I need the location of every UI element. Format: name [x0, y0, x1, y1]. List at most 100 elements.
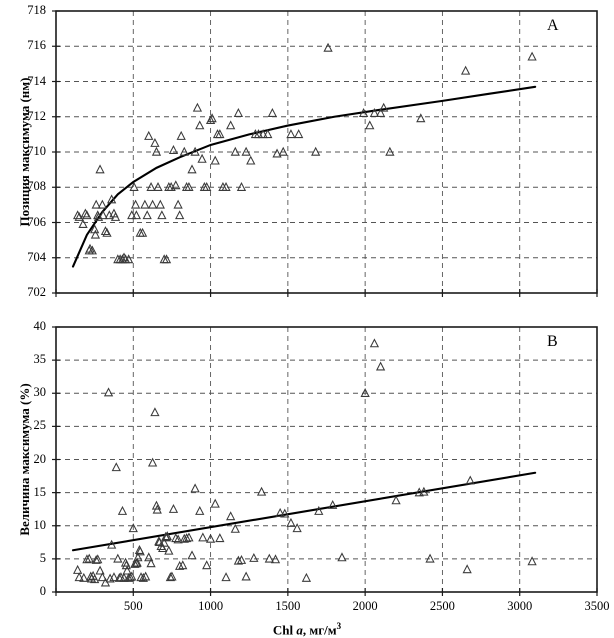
data-point-marker	[358, 107, 369, 117]
data-point-marker	[97, 199, 108, 209]
data-point-marker	[187, 550, 197, 560]
data-point-marker	[181, 533, 192, 543]
data-point-marker	[119, 252, 129, 262]
ytick-label: 718	[27, 3, 46, 17]
data-point-marker	[202, 560, 212, 570]
data-point-marker	[369, 107, 380, 117]
data-point-marker	[323, 42, 333, 52]
ytick-label: 5	[39, 550, 46, 565]
data-point-marker	[301, 572, 312, 582]
data-point-marker	[236, 182, 247, 191]
data-point-marker	[109, 572, 119, 582]
data-point-marker	[90, 574, 100, 584]
ytick-label: 702	[27, 285, 46, 299]
data-point-marker	[460, 65, 471, 75]
data-point-marker	[73, 210, 83, 220]
data-point-marker	[168, 144, 179, 154]
data-point-marker	[137, 227, 148, 237]
data-point-marker	[221, 182, 231, 191]
data-point-marker	[272, 148, 282, 158]
data-point-marker	[391, 495, 401, 505]
data-point-marker	[150, 137, 160, 147]
data-point-marker	[419, 486, 429, 496]
data-point-marker	[221, 572, 231, 582]
data-point-marker	[142, 210, 152, 220]
data-point-marker	[82, 554, 92, 564]
data-point-marker	[210, 155, 220, 165]
data-point-marker	[131, 210, 142, 220]
data-point-marker	[369, 338, 380, 348]
data-point-marker	[150, 407, 160, 417]
data-point-marker	[165, 572, 176, 582]
data-point-marker	[124, 254, 134, 264]
data-point-marker	[249, 552, 259, 562]
ytick-label: 35	[33, 352, 47, 367]
data-point-marker	[207, 113, 217, 123]
data-point-marker	[192, 102, 203, 112]
data-point-marker	[152, 504, 162, 514]
data-point-marker	[187, 164, 197, 174]
data-point-marker	[462, 564, 472, 574]
xtick-label: 1500	[275, 599, 301, 613]
ytick-label: 10	[33, 517, 47, 532]
x-axis-title-italic: a	[296, 622, 303, 638]
data-point-marker	[127, 571, 137, 581]
data-point-marker	[161, 254, 172, 264]
data-point-marker	[233, 107, 244, 117]
data-point-marker	[241, 146, 251, 156]
ytick-label: 704	[27, 249, 46, 264]
data-point-marker	[195, 505, 205, 515]
data-point-marker	[110, 211, 121, 221]
data-point-marker	[527, 556, 537, 566]
data-point-marker	[111, 462, 121, 472]
xtick-label: 3500	[584, 599, 610, 613]
data-point-marker	[527, 51, 537, 61]
xtick-label: 500	[123, 599, 143, 613]
data-point-marker	[190, 146, 200, 156]
x-axis-title-exponent: 3	[336, 621, 342, 631]
data-point-marker	[129, 182, 139, 191]
data-point-marker	[144, 552, 154, 562]
panel-a	[52, 10, 598, 297]
data-point-marker	[87, 245, 97, 255]
data-point-marker	[311, 146, 321, 156]
data-point-marker	[385, 146, 395, 156]
data-point-marker	[314, 505, 324, 515]
data-point-marker	[130, 199, 141, 209]
data-point-marker	[79, 572, 89, 582]
data-point-marker	[147, 457, 158, 467]
data-point-marker	[84, 553, 94, 563]
data-point-marker	[102, 227, 112, 237]
data-point-marker	[140, 199, 150, 209]
data-point-marker	[127, 210, 137, 220]
data-point-marker	[258, 129, 268, 139]
data-point-marker	[162, 531, 172, 541]
data-point-marker	[120, 557, 131, 567]
y-axis-title-b: Величина максимума (%)	[17, 383, 32, 536]
trend-line	[71, 471, 537, 552]
data-point-marker	[263, 129, 273, 139]
data-point-marker	[179, 146, 189, 156]
data-point-marker	[91, 199, 101, 209]
ytick-label: 40	[33, 319, 47, 333]
data-point-marker	[138, 572, 148, 582]
panel-letter-a: A	[547, 17, 559, 34]
data-point-marker	[205, 115, 216, 124]
data-point-marker	[416, 113, 426, 123]
data-point-marker	[151, 146, 162, 156]
xtick-label: 1000	[198, 599, 224, 613]
data-point-marker	[78, 219, 88, 228]
data-point-marker	[168, 503, 179, 513]
data-point-marker	[117, 505, 128, 515]
data-point-marker	[100, 226, 111, 236]
data-point-marker	[82, 210, 92, 220]
data-point-marker	[256, 486, 267, 496]
ytick-label: 25	[33, 418, 47, 433]
trend-line	[71, 85, 537, 268]
data-point-marker	[286, 129, 296, 139]
data-point-marker	[74, 572, 84, 582]
data-point-marker	[125, 572, 135, 582]
data-point-marker	[360, 388, 370, 397]
x-axis-title-main: Chl	[272, 622, 297, 638]
